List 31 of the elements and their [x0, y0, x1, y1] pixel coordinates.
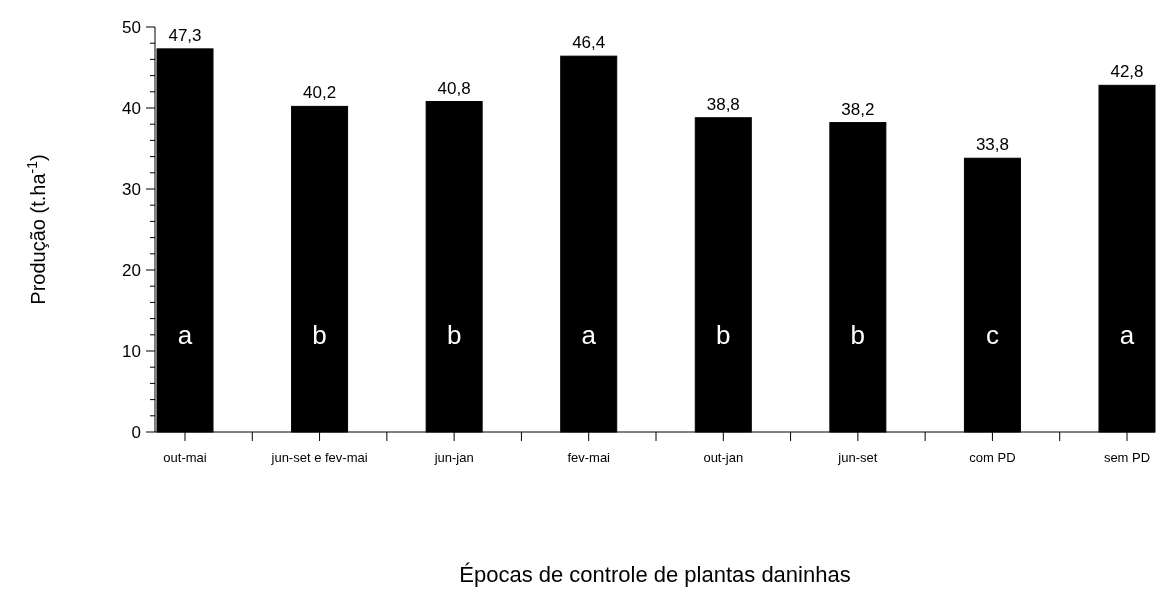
x-tick-label: out-jan [703, 450, 744, 465]
annotation: b [312, 320, 327, 351]
annotation: b [446, 320, 462, 351]
data-label: 42,8 [1110, 62, 1144, 82]
y-tick-label: 20 [122, 260, 141, 280]
x-tick-label: fev-mai [567, 450, 611, 465]
x-tick-label: jun-set e fev-mai [270, 450, 368, 465]
data-label: 33,8 [975, 135, 1009, 155]
data-label: 47,3 [168, 25, 202, 45]
y-tick-label: 50 [122, 17, 141, 37]
y-tick-label: 30 [122, 179, 141, 199]
annotation: a [177, 320, 193, 351]
x-tick-label: jun-jan [433, 450, 474, 465]
y-tick-label: 10 [122, 341, 141, 361]
data-label: 38,8 [706, 94, 740, 114]
annotation: b [850, 320, 866, 351]
annotation: a [1119, 320, 1135, 351]
data-label: 40,8 [437, 78, 471, 98]
data-label: 38,2 [841, 99, 875, 119]
annotation: c [985, 320, 999, 351]
x-tick-label: out-mai [163, 450, 207, 465]
y-tick-label: 0 [131, 422, 141, 442]
y-tick-label: 40 [122, 98, 141, 118]
annotation: a [581, 320, 597, 351]
data-label: 40,2 [303, 83, 337, 103]
x-axis-title: Épocas de controle de plantas daninhas [459, 562, 851, 587]
data-label: 46,4 [572, 33, 606, 53]
x-tick-label: jun-set [837, 450, 878, 465]
x-tick-label: com PD [969, 450, 1016, 465]
x-tick-label: sem PD [1103, 450, 1151, 465]
annotation: b [716, 320, 731, 351]
